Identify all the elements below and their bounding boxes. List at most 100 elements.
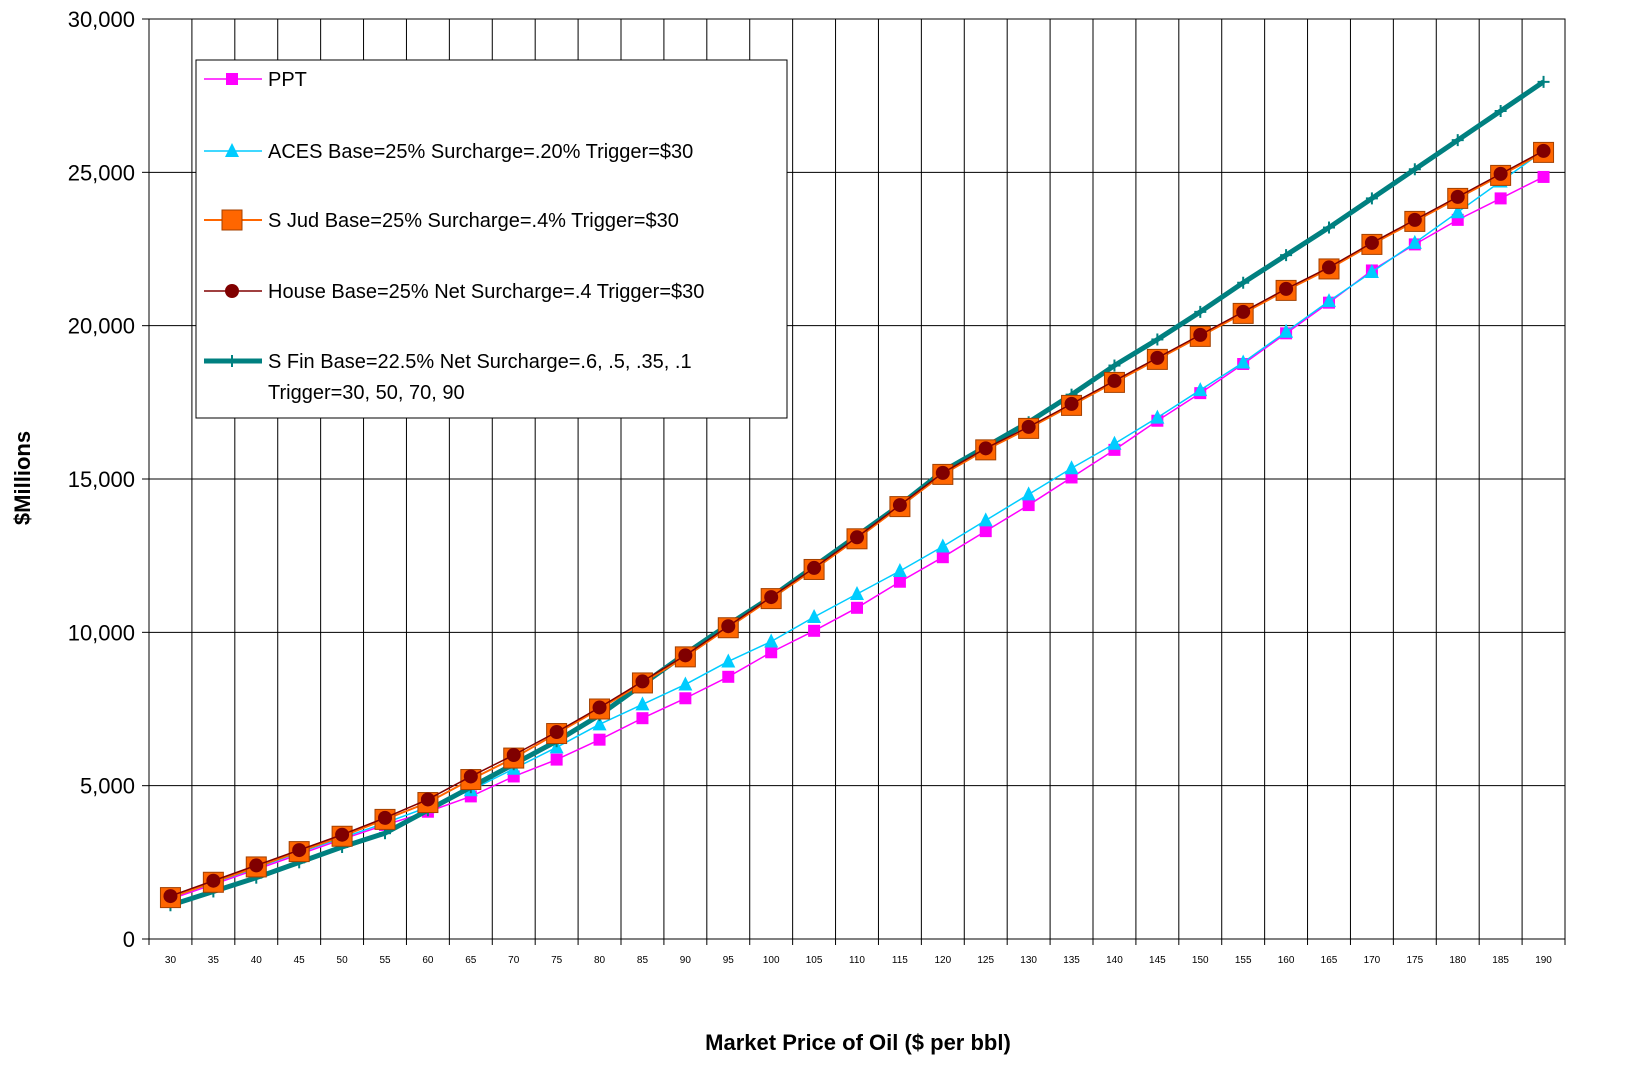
marker-plus <box>226 355 238 367</box>
x-tick-label: 85 <box>637 955 649 966</box>
x-tick-label: 150 <box>1192 955 1209 966</box>
marker-plus <box>1365 192 1378 205</box>
marker-triangle <box>1021 486 1036 501</box>
marker-circle <box>721 619 736 634</box>
marker-triangle <box>1193 382 1208 397</box>
plot-frame <box>148 18 1566 940</box>
marker-triangle <box>764 633 779 648</box>
legend-item: ACES Base=25% Surcharge=.20% Trigger=$30 <box>204 141 693 163</box>
marker-circle <box>378 810 392 825</box>
x-tick-label: 115 <box>892 955 908 966</box>
x-tick-label: 160 <box>1278 955 1295 966</box>
marker-square <box>636 712 649 725</box>
legend-item: House Base=25% Net Surcharge=.4 Trigger=… <box>204 281 704 303</box>
marker-triangle <box>892 563 907 577</box>
marker-square <box>893 575 906 588</box>
marker-circle <box>635 674 650 689</box>
x-tick-label: 30 <box>165 955 177 966</box>
marker-square <box>808 624 821 637</box>
y-axis-title: $Millions <box>10 431 35 525</box>
y-tick-label: 20,000 <box>68 314 135 339</box>
marker-square <box>679 692 692 705</box>
legend-label: S Jud Base=25% Surcharge=.4% Trigger=$30 <box>268 210 679 232</box>
x-tick-label: 35 <box>208 955 220 966</box>
marker-triangle <box>1322 293 1336 308</box>
marker-circle <box>1364 235 1379 250</box>
x-tick-label: 70 <box>508 955 520 966</box>
marker-circle <box>592 700 607 715</box>
marker-triangle <box>1064 460 1079 475</box>
marker-circle <box>1450 189 1465 204</box>
marker-plus <box>1537 75 1550 88</box>
marker-circle <box>892 498 907 513</box>
y-tick-label: 10,000 <box>68 620 135 645</box>
marker-circle <box>1021 419 1036 434</box>
legend: PPT ACES Base=25% Surcharge=.20% Trigger=… <box>195 59 788 419</box>
marker-circle <box>292 843 307 858</box>
y-tick-label: 15,000 <box>68 467 135 492</box>
marker-plus <box>1237 276 1250 289</box>
legend-item: PPT <box>204 69 307 91</box>
marker-circle <box>225 284 239 298</box>
marker-circle <box>1150 350 1165 365</box>
marker-circle <box>1279 281 1294 296</box>
legend-label: S Fin Base=22.5% Net Surcharge=.6, .5, .… <box>268 351 692 373</box>
marker-circle <box>335 827 350 842</box>
marker-triangle <box>721 653 736 668</box>
legend-label: House Base=25% Net Surcharge=.4 Trigger=… <box>268 281 704 303</box>
marker-triangle <box>935 538 950 553</box>
marker-triangle <box>1279 323 1294 338</box>
x-tick-label: 80 <box>594 955 606 966</box>
marker-circle <box>463 769 478 784</box>
x-tick-label: 55 <box>379 955 391 966</box>
x-tick-label: 90 <box>680 955 692 966</box>
marker-plus <box>1108 359 1121 372</box>
x-tick-label: 145 <box>1149 955 1166 966</box>
x-tick-label: 135 <box>1063 955 1080 966</box>
series-group <box>159 75 1555 912</box>
marker-circle <box>935 465 950 480</box>
marker-plus <box>1408 163 1421 176</box>
marker-circle <box>1064 396 1079 411</box>
marker-circle <box>506 748 521 762</box>
marker-circle <box>1193 327 1208 342</box>
x-tick-label: 75 <box>551 955 563 966</box>
x-tick-label: 175 <box>1406 955 1423 966</box>
y-tick-label: 25,000 <box>68 160 135 185</box>
x-tick-label: 140 <box>1106 955 1123 966</box>
marker-square <box>1494 192 1507 205</box>
x-axis-title: Market Price of Oil ($ per bbl) <box>705 1030 1011 1055</box>
marker-big-square <box>221 209 243 231</box>
marker-triangle <box>1236 354 1251 369</box>
marker-circle <box>850 530 864 545</box>
marker-circle <box>678 648 693 663</box>
marker-triangle <box>592 716 607 731</box>
x-tick-label: 130 <box>1020 955 1037 966</box>
marker-circle <box>249 858 264 873</box>
x-tick-label: 120 <box>934 955 951 966</box>
x-tick-label: 50 <box>337 955 349 966</box>
marker-square <box>936 551 949 564</box>
marker-plus <box>1494 105 1507 117</box>
x-tick-label: 95 <box>723 955 735 966</box>
marker-plus <box>1280 249 1293 262</box>
legend-label: PPT <box>268 69 307 91</box>
x-tick-label: 60 <box>422 955 434 966</box>
marker-square <box>1022 499 1035 512</box>
marker-circle <box>1236 304 1251 319</box>
marker-circle <box>1493 166 1508 181</box>
marker-circle <box>764 590 779 605</box>
marker-circle <box>807 560 822 575</box>
marker-triangle <box>1150 409 1165 424</box>
marker-triangle <box>850 586 864 600</box>
x-tick-label: 190 <box>1535 955 1552 966</box>
marker-circle <box>420 792 435 807</box>
x-tick-label: 155 <box>1235 955 1252 966</box>
marker-triangle <box>807 609 822 623</box>
y-tick-label: 0 <box>123 927 135 952</box>
marker-triangle <box>678 676 693 691</box>
x-tick-label: 185 <box>1492 955 1509 966</box>
marker-triangle <box>978 512 993 527</box>
marker-triangle <box>1450 204 1465 219</box>
x-tick-label: 105 <box>806 955 823 966</box>
